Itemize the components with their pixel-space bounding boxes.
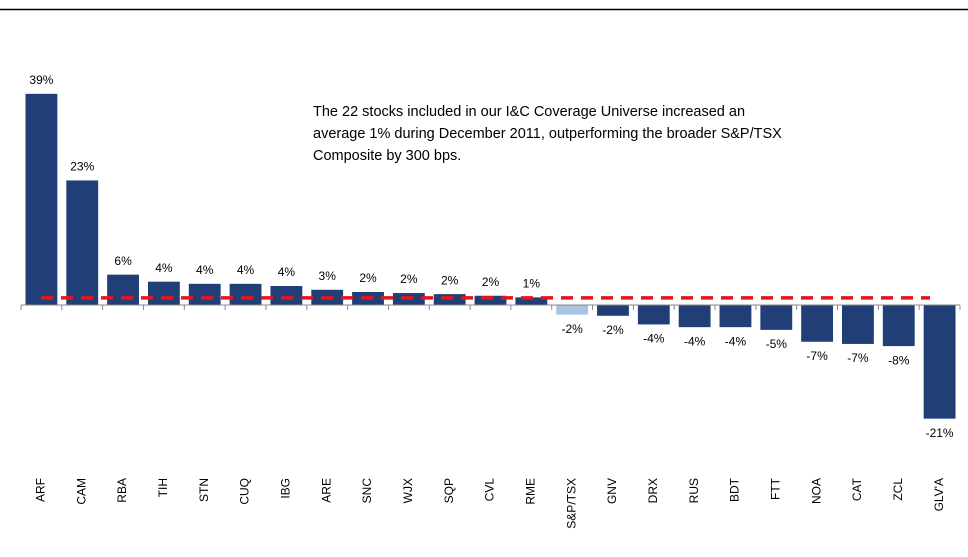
bar — [229, 283, 262, 305]
annotation: Composite by 300 bps. — [313, 148, 461, 164]
x-tick-label: ARF — [34, 478, 48, 502]
x-tick-label: RUS — [687, 478, 701, 503]
bar — [188, 283, 221, 305]
bar — [474, 295, 507, 305]
data-label: -2% — [561, 322, 583, 336]
data-label: 6% — [114, 254, 132, 268]
x-tick-label: ZCL — [891, 478, 905, 501]
bar — [637, 304, 670, 325]
data-label: -4% — [643, 332, 665, 346]
bar — [556, 304, 589, 315]
x-tick-label: DRX — [646, 478, 660, 503]
x-tick-label: S&P/TSX — [564, 478, 578, 529]
bar — [515, 297, 548, 305]
x-tick-label: STN — [197, 478, 211, 502]
data-label: 39% — [29, 73, 53, 87]
data-label: -2% — [602, 323, 624, 337]
data-label: 4% — [155, 261, 173, 275]
x-tick-label: TIH — [156, 478, 170, 497]
bar — [25, 93, 58, 305]
data-label: -7% — [806, 349, 828, 363]
x-tick-label: FTT — [768, 477, 782, 500]
bar — [842, 304, 874, 344]
bar — [882, 304, 915, 347]
x-tick-label: RBA — [115, 478, 129, 503]
x-tick-label: IBG — [279, 478, 293, 499]
annotation: The 22 stocks included in our I&C Covera… — [313, 104, 745, 120]
data-label: 1% — [523, 277, 541, 291]
x-tick-label: RME — [523, 478, 537, 505]
data-label: -4% — [684, 334, 706, 348]
bar — [270, 286, 303, 305]
bar — [719, 304, 752, 328]
x-tick-label: CAM — [74, 478, 88, 505]
x-tick-label: NOA — [809, 478, 823, 504]
x-tick-label: CAT — [850, 477, 864, 501]
data-label: 2% — [400, 272, 418, 286]
data-label: 2% — [441, 273, 459, 287]
annotation: average 1% during December 2011, outperf… — [313, 126, 782, 142]
data-label: -8% — [888, 353, 910, 367]
x-tick-label: GLV'A — [932, 478, 946, 511]
data-label: 4% — [196, 263, 214, 277]
bar — [760, 304, 793, 330]
data-label: 3% — [319, 269, 337, 283]
x-tick-label: SNC — [360, 478, 374, 504]
x-tick-label: WJX — [401, 478, 415, 503]
bar — [66, 180, 99, 305]
bar — [597, 304, 629, 316]
data-label: 4% — [237, 263, 255, 277]
bar — [147, 281, 180, 305]
bar — [923, 304, 956, 419]
data-label: -4% — [725, 334, 747, 348]
data-label: -7% — [847, 351, 869, 365]
bar — [801, 304, 834, 342]
data-label: 4% — [278, 265, 296, 279]
data-label: 2% — [482, 275, 500, 289]
x-tick-label: SQP — [442, 478, 456, 503]
data-label: 23% — [70, 160, 94, 174]
data-label: -5% — [766, 337, 788, 351]
x-tick-label: BDT — [728, 477, 742, 502]
x-tick-label: GNV — [605, 478, 619, 504]
x-tick-label: ARE — [319, 478, 333, 503]
x-tick-label: CVL — [483, 478, 497, 502]
bar — [678, 304, 711, 328]
bar — [107, 274, 139, 305]
data-label: 2% — [359, 271, 377, 285]
data-label: -21% — [926, 426, 954, 440]
x-tick-label: CUQ — [238, 478, 252, 505]
